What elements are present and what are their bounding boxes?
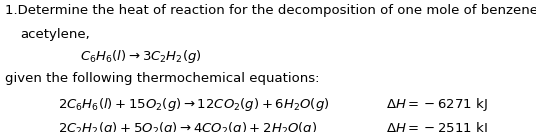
Text: $C_6H_6(\mathit{l}) \rightarrow 3C_2H_2(g)$: $C_6H_6(\mathit{l}) \rightarrow 3C_2H_2(… xyxy=(80,48,202,65)
Text: acetylene,: acetylene, xyxy=(20,28,90,41)
Text: $2C_6H_6(\mathit{l}) + 15O_2(g) \rightarrow 12CO_2(g) + 6H_2O(g)$: $2C_6H_6(\mathit{l}) + 15O_2(g) \rightar… xyxy=(58,96,329,113)
Text: 1.Determine the heat of reaction for the decomposition of one mole of benzene to: 1.Determine the heat of reaction for the… xyxy=(5,4,536,17)
Text: $\Delta H = -2511\ \mathrm{kJ}$: $\Delta H = -2511\ \mathrm{kJ}$ xyxy=(386,120,488,132)
Text: $\Delta H = -6271\ \mathrm{kJ}$: $\Delta H = -6271\ \mathrm{kJ}$ xyxy=(386,96,488,113)
Text: given the following thermochemical equations:: given the following thermochemical equat… xyxy=(5,72,320,85)
Text: $2C_2H_2(g) + 5O_2(g) \rightarrow 4CO_2(g) + 2H_2O(g)$: $2C_2H_2(g) + 5O_2(g) \rightarrow 4CO_2(… xyxy=(58,120,317,132)
